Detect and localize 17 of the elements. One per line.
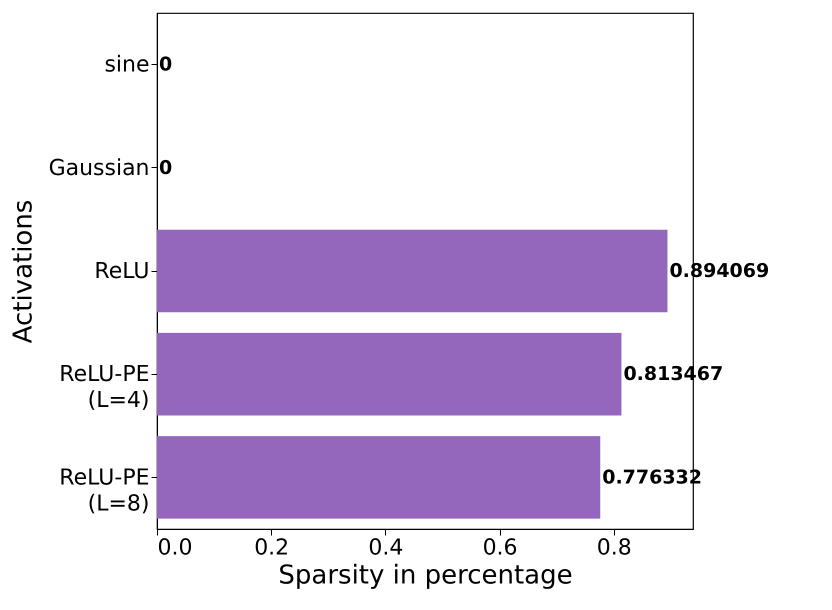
x-tick-label: 0.2 xyxy=(254,536,290,560)
y-axis-title: Activations xyxy=(8,200,39,344)
bar xyxy=(157,436,600,519)
x-tick-label: 0.8 xyxy=(596,536,632,560)
x-tick-label: 0.6 xyxy=(482,536,518,560)
bar xyxy=(157,332,622,416)
data-label: 0 xyxy=(159,54,172,76)
y-tick-label: ReLU-PE (L=4) xyxy=(59,362,150,414)
y-tick-label: sine xyxy=(104,52,150,78)
y-tick-label: ReLU-PE (L=8) xyxy=(59,465,150,516)
x-tick-label: 0.4 xyxy=(368,536,404,560)
y-tick-label: ReLU xyxy=(94,259,150,284)
x-tick-label: 0.0 xyxy=(158,536,192,560)
bar xyxy=(157,230,668,312)
x-axis-title: Sparsity in percentage xyxy=(278,560,573,590)
y-tick-label: Gaussian xyxy=(48,156,150,181)
data-label: 0 xyxy=(159,156,172,179)
